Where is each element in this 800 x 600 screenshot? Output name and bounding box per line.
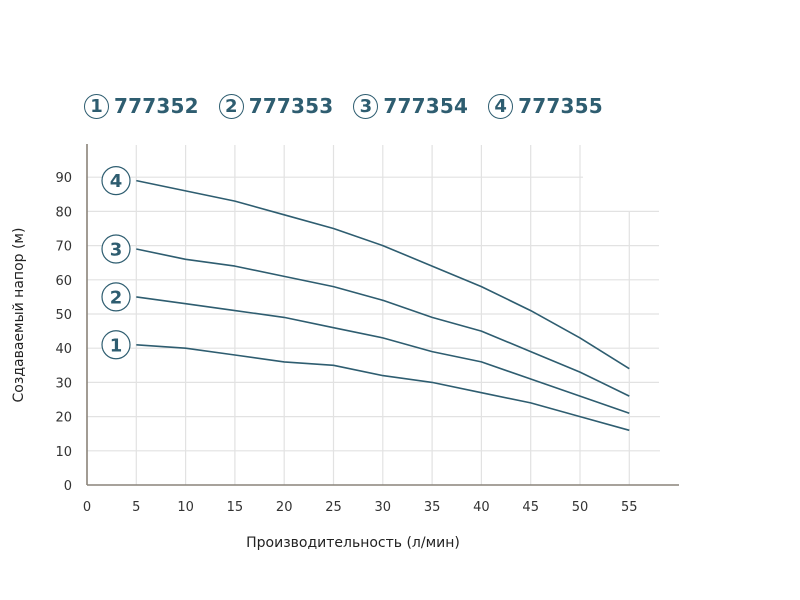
x-tick-label: 20 [276,500,293,515]
x-tick-label: 55 [621,500,638,515]
y-tick-label: 70 [55,240,72,255]
badge-number: 4 [110,171,123,192]
legend-item-3: 3 777354 [353,93,469,119]
legend-label-4: 777355 [518,94,603,118]
x-tick-label: 45 [522,500,539,515]
y-axis-title: Создаваемый напор (м) [11,228,27,403]
legend-label-2: 777353 [248,94,334,118]
x-tick-label: 0 [83,500,91,515]
series-line-4 [136,179,630,370]
series-line-1 [136,344,630,432]
x-tick-label: 15 [227,500,244,515]
badge-number: 3 [110,240,123,261]
y-tick-label: 20 [55,411,72,426]
series-lines [136,179,630,432]
badge-circle-icon [101,282,131,312]
y-axis-ticks: 0 10 20 30 40 50 60 70 80 90 [55,171,72,494]
x-tick-label: 50 [572,500,589,515]
grid-lines [87,145,660,485]
x-tick-label: 30 [375,500,392,515]
series-badge-1: 1 [101,330,131,360]
legend-label-1: 777352 [114,94,199,118]
x-axis-ticks: 0 5 10 15 20 25 30 35 40 45 50 55 [83,500,638,515]
y-tick-label: 40 [55,342,72,357]
y-tick-label: 80 [55,205,72,220]
series-badges: 1 2 3 4 [101,166,131,360]
x-tick-label: 35 [424,500,441,515]
legend-label-3: 777354 [383,94,469,118]
x-tick-label: 40 [473,500,490,515]
series-badge-2: 2 [101,282,131,312]
y-tick-label: 10 [55,445,72,460]
legend-badge-3: 3 [353,93,379,119]
x-tick-label: 5 [132,500,140,515]
series-line-3 [136,248,630,397]
legend-badge-1: 1 [84,93,109,119]
x-tick-label: 25 [325,500,342,515]
badge-circle-icon [101,166,131,196]
series-line-2 [136,296,630,414]
legend-item-2: 2 777353 [218,93,334,119]
legend-badge-4: 4 [488,93,514,119]
badge-number: 2 [110,287,123,308]
series-badge-3: 3 [101,234,131,264]
axes [86,144,679,486]
badge-number: 1 [110,335,123,356]
y-tick-label: 50 [55,308,72,323]
legend-item-4: 4 777355 [488,93,603,119]
series-badge-4: 4 [101,166,131,196]
legend-badge-2: 2 [218,93,244,119]
badge-circle-icon [101,330,131,360]
y-tick-label: 90 [55,171,72,186]
y-tick-label: 60 [55,274,72,289]
y-tick-label: 30 [55,376,72,391]
y-tick-label: 0 [64,479,72,494]
badge-circle-icon [101,234,131,264]
x-tick-label: 10 [177,500,194,515]
chart-legend: 1 777352 2 777353 3 777354 4 777355 [84,91,623,121]
legend-item-1: 1 777352 [84,93,199,119]
x-axis-title: Производительность (л/мин) [246,535,460,551]
